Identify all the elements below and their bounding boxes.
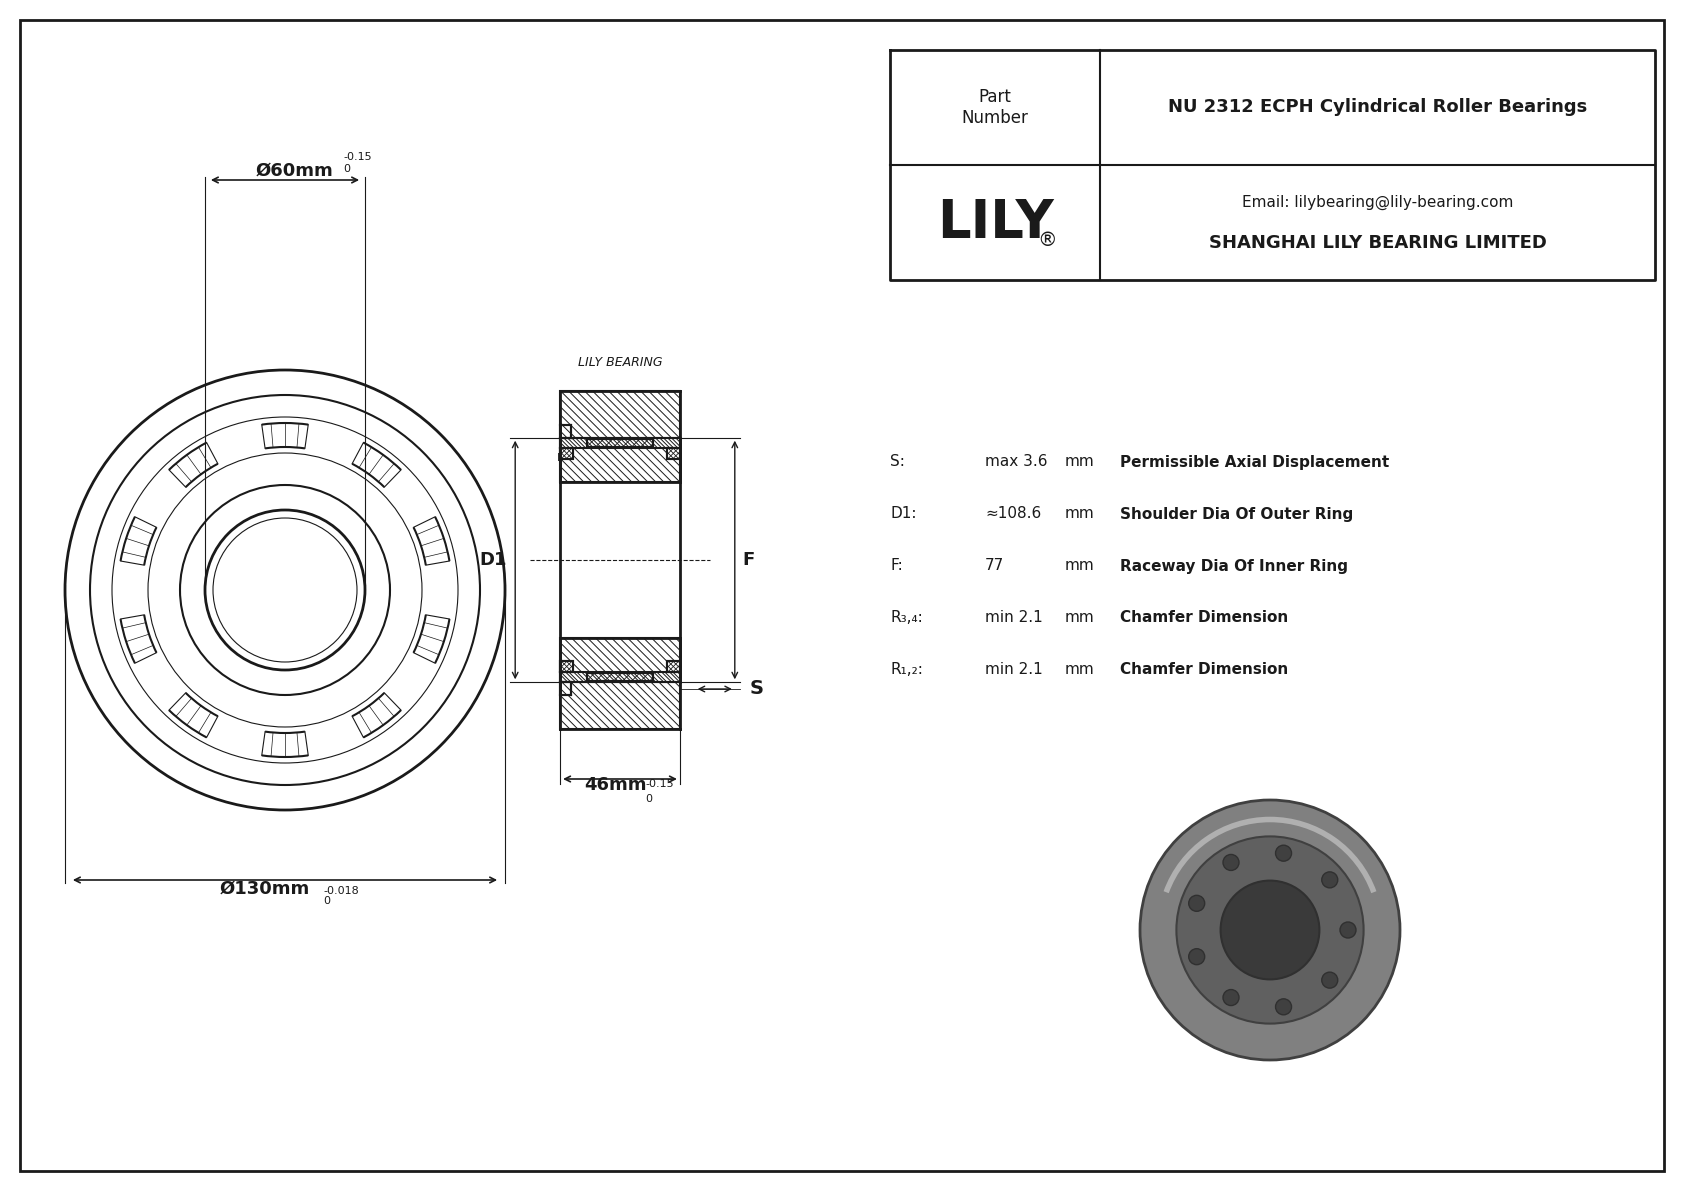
Text: mm: mm xyxy=(1064,506,1095,522)
Text: Ø60mm: Ø60mm xyxy=(256,162,333,180)
Text: ≈108.6: ≈108.6 xyxy=(985,506,1041,522)
Text: D1:: D1: xyxy=(891,506,916,522)
Text: S: S xyxy=(749,680,765,698)
Circle shape xyxy=(1322,972,1337,989)
Text: max 3.6: max 3.6 xyxy=(985,455,1047,469)
Text: Raceway Dia Of Inner Ring: Raceway Dia Of Inner Ring xyxy=(1120,559,1347,574)
Text: R₄: R₄ xyxy=(566,441,578,450)
Polygon shape xyxy=(667,661,680,672)
Text: F:: F: xyxy=(891,559,903,574)
Text: Email: lilybearing@lily-bearing.com: Email: lilybearing@lily-bearing.com xyxy=(1241,195,1514,210)
Text: LILY BEARING: LILY BEARING xyxy=(578,356,662,369)
Text: R₂: R₂ xyxy=(652,710,663,721)
Circle shape xyxy=(1221,880,1319,979)
Text: F: F xyxy=(743,551,754,569)
Polygon shape xyxy=(561,391,680,448)
Text: Shoulder Dia Of Outer Ring: Shoulder Dia Of Outer Ring xyxy=(1120,506,1354,522)
Text: -0.15: -0.15 xyxy=(645,779,674,788)
Text: Permissible Axial Displacement: Permissible Axial Displacement xyxy=(1120,455,1389,469)
Text: R₃: R₃ xyxy=(557,454,569,463)
Polygon shape xyxy=(561,438,680,482)
Text: 0: 0 xyxy=(323,896,330,906)
Polygon shape xyxy=(667,448,680,459)
Text: Part
Number: Part Number xyxy=(962,88,1029,127)
Text: 77: 77 xyxy=(985,559,1004,574)
Circle shape xyxy=(1189,896,1204,911)
Polygon shape xyxy=(561,448,573,459)
Text: mm: mm xyxy=(1064,662,1095,678)
Text: Chamfer Dimension: Chamfer Dimension xyxy=(1120,662,1288,678)
Text: ®: ® xyxy=(1037,231,1058,250)
Polygon shape xyxy=(561,682,571,696)
Text: NU 2312 ECPH Cylindrical Roller Bearings: NU 2312 ECPH Cylindrical Roller Bearings xyxy=(1169,99,1586,117)
Polygon shape xyxy=(561,672,680,729)
Text: SHANGHAI LILY BEARING LIMITED: SHANGHAI LILY BEARING LIMITED xyxy=(1209,233,1546,251)
Circle shape xyxy=(1322,872,1337,887)
Text: R₁: R₁ xyxy=(669,696,680,706)
Polygon shape xyxy=(561,661,573,672)
Text: -0.15: -0.15 xyxy=(344,152,372,162)
Circle shape xyxy=(1275,846,1292,861)
Text: LILY: LILY xyxy=(936,197,1054,249)
Circle shape xyxy=(1177,836,1364,1023)
Text: -0.018: -0.018 xyxy=(323,886,359,896)
Polygon shape xyxy=(561,638,680,682)
Circle shape xyxy=(1189,949,1204,965)
Text: 0: 0 xyxy=(645,794,652,804)
Text: min 2.1: min 2.1 xyxy=(985,662,1042,678)
Text: mm: mm xyxy=(1064,455,1095,469)
Text: R₃,₄:: R₃,₄: xyxy=(891,611,923,625)
Text: S:: S: xyxy=(891,455,904,469)
Text: 46mm: 46mm xyxy=(584,777,647,794)
Text: Ø130mm: Ø130mm xyxy=(221,880,310,898)
Text: min 2.1: min 2.1 xyxy=(985,611,1042,625)
Polygon shape xyxy=(588,439,653,447)
Text: mm: mm xyxy=(1064,559,1095,574)
Text: mm: mm xyxy=(1064,611,1095,625)
Text: 0: 0 xyxy=(344,164,350,174)
Polygon shape xyxy=(667,661,680,672)
Circle shape xyxy=(1275,999,1292,1015)
Text: Chamfer Dimension: Chamfer Dimension xyxy=(1120,611,1288,625)
Circle shape xyxy=(1140,800,1399,1060)
Polygon shape xyxy=(561,661,573,672)
Circle shape xyxy=(1223,854,1239,871)
Circle shape xyxy=(1223,990,1239,1005)
Polygon shape xyxy=(561,425,571,438)
Text: D1: D1 xyxy=(480,551,507,569)
Polygon shape xyxy=(588,673,653,681)
Polygon shape xyxy=(667,448,680,459)
Circle shape xyxy=(1340,922,1356,939)
Text: R₁,₂:: R₁,₂: xyxy=(891,662,923,678)
Polygon shape xyxy=(561,448,573,459)
